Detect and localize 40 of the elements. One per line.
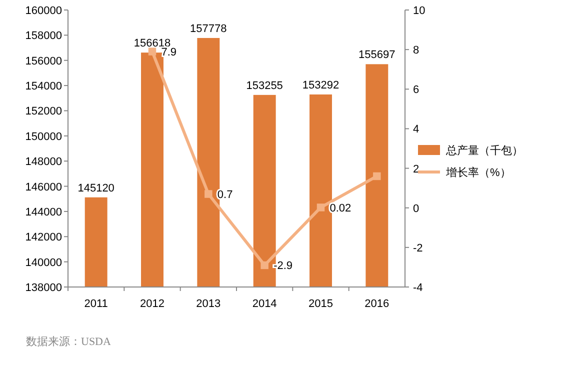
legend-label: 总产量（千包） bbox=[445, 144, 523, 157]
legend-label: 增长率（%） bbox=[445, 166, 511, 179]
x-tick-label: 2013 bbox=[196, 298, 221, 310]
y-tick-label: 140000 bbox=[25, 256, 62, 269]
y-tick-label: 146000 bbox=[25, 181, 62, 194]
y-tick-label: 154000 bbox=[25, 80, 62, 93]
y2-tick-label: -4 bbox=[413, 282, 423, 294]
x-tick-label: 2016 bbox=[364, 298, 390, 310]
data-label: 153292 bbox=[302, 79, 340, 92]
x-tick-label: 2012 bbox=[140, 298, 164, 310]
x-tick-label: 2015 bbox=[308, 298, 333, 310]
point bbox=[260, 261, 268, 270]
data-label: 145120 bbox=[78, 182, 114, 194]
y-tick-label: 156000 bbox=[25, 55, 62, 68]
data-label: 153255 bbox=[246, 80, 283, 92]
y2-tick-label: 4 bbox=[413, 124, 420, 136]
point bbox=[316, 204, 325, 212]
y-tick-label: 144000 bbox=[25, 206, 62, 218]
y2-tick-label: 0 bbox=[413, 202, 420, 215]
y-tick-label: 152000 bbox=[25, 106, 62, 118]
data-label: 157778 bbox=[190, 22, 227, 35]
data-label: 7.9 bbox=[161, 46, 177, 59]
y2-tick-label: 6 bbox=[413, 84, 420, 96]
y-tick-label: 150000 bbox=[25, 130, 62, 143]
y-tick-label: 142000 bbox=[25, 232, 62, 244]
y2-tick-label: 10 bbox=[413, 5, 426, 17]
y-tick-label: 138000 bbox=[25, 282, 62, 294]
x-tick-label: 2011 bbox=[84, 298, 108, 310]
y-tick-label: 160000 bbox=[25, 5, 62, 17]
y2-tick-label: -2 bbox=[413, 242, 423, 254]
point bbox=[373, 172, 381, 180]
y-tick-label: 158000 bbox=[25, 30, 62, 42]
y2-tick-label: 8 bbox=[413, 44, 420, 57]
x-tick-label: 2014 bbox=[252, 298, 277, 310]
y2-tick-label: 2 bbox=[413, 163, 420, 176]
data-label: 155697 bbox=[358, 49, 396, 62]
point bbox=[148, 48, 156, 56]
point bbox=[204, 190, 212, 198]
y-tick-label: 148000 bbox=[25, 156, 62, 168]
source-note: 数据来源：USDA bbox=[26, 335, 112, 348]
